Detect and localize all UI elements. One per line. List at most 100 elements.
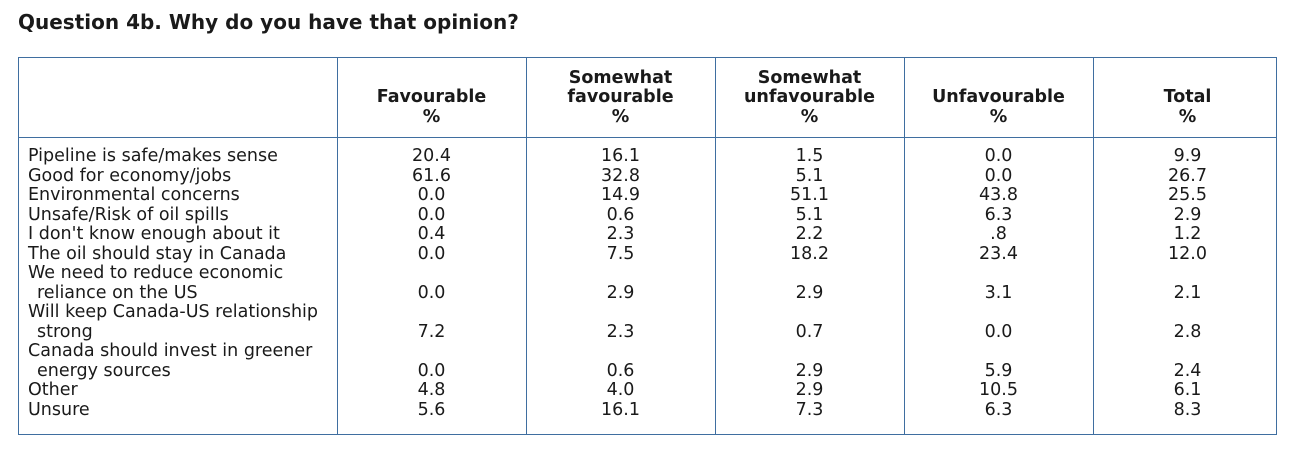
results-table: Favourable% Somewhat favourable% Somewhat un… — [18, 57, 1277, 435]
row-label: Pipeline is safe/makes sense — [19, 146, 337, 167]
row-label-line: reliance on the US — [37, 282, 198, 303]
table-row: We need to reduce economic reliance on th… — [19, 263, 1276, 303]
table-cell: 12.0 — [1168, 243, 1207, 264]
table-cell: 2.1 — [1173, 282, 1202, 303]
column-divider — [904, 58, 905, 434]
row-label-line: Pipeline is safe/makes sense — [28, 146, 278, 166]
row-label-line: Other — [28, 380, 78, 400]
table-cell: .8 — [990, 224, 1007, 244]
table-cell: 4.8 — [417, 380, 446, 400]
table-cell: 2.3 — [606, 224, 635, 244]
column-header-line1: Somewhat — [568, 67, 673, 88]
column-header-line2: Unfavourable — [932, 87, 1065, 107]
table-cell: 20.4 — [412, 146, 451, 166]
row-label: Other — [19, 380, 337, 401]
table-cell: 51.1 — [790, 185, 829, 205]
row-label: Unsure — [19, 399, 337, 421]
table-cell: 5.1 — [795, 165, 824, 186]
row-label-line: The oil should stay in Canada — [28, 243, 287, 264]
column-divider — [337, 58, 338, 434]
table-cell: 0.0 — [984, 321, 1013, 342]
table-cell: 2.9 — [1173, 204, 1202, 225]
column-header-line2: unfavourable — [743, 87, 876, 107]
column-divider — [715, 58, 716, 434]
row-label: Canada should invest in greener energy so… — [19, 341, 337, 381]
table-cell: 7.5 — [606, 243, 635, 264]
table-cell: 6.3 — [984, 399, 1013, 420]
column-header-unit: % — [611, 106, 630, 127]
column-header-unit: % — [422, 106, 441, 127]
table-cell: 32.8 — [601, 165, 640, 186]
table-cell: 5.1 — [795, 204, 824, 225]
row-label-line: Environmental concerns — [28, 185, 240, 205]
row-label: Will keep Canada-US relationship strong — [19, 302, 337, 342]
table-cell: 23.4 — [979, 243, 1018, 264]
table-cell: 0.0 — [984, 146, 1013, 166]
row-label: The oil should stay in Canada — [19, 243, 337, 265]
table-cell: 2.4 — [1173, 360, 1202, 381]
table-cell: 0.0 — [417, 204, 446, 225]
column-header: Unfavourable% — [904, 68, 1093, 127]
column-header: Somewhat favourable% — [526, 68, 715, 127]
table-cell: 2.9 — [795, 380, 824, 400]
column-divider — [1093, 58, 1094, 434]
table-row: The oil should stay in Canada 0.0 7.5 18.2 2… — [19, 243, 1276, 265]
column-divider — [526, 58, 527, 434]
row-label: I don't know enough about it — [19, 224, 337, 245]
table-cell: 1.5 — [795, 146, 824, 166]
table-cell: 0.4 — [417, 224, 446, 244]
table-cell: 2.3 — [606, 321, 635, 342]
row-label-line: Unsure — [28, 399, 90, 420]
column-header-line2: Total — [1163, 87, 1212, 107]
row-label: We need to reduce economic reliance on th… — [19, 263, 337, 303]
row-label-line: We need to reduce economic — [28, 263, 284, 283]
table-cell: 3.1 — [984, 282, 1013, 303]
table-body: Pipeline is safe/makes sense 20.4 16.1 1.5 0… — [19, 146, 1276, 421]
table-cell: 7.2 — [417, 321, 446, 342]
column-header-line2: Favourable — [376, 87, 487, 107]
table-cell: 61.6 — [412, 165, 451, 186]
column-header-line2: favourable — [567, 87, 674, 107]
column-header-unit: % — [800, 106, 819, 127]
row-label-line: Good for economy/jobs — [28, 165, 232, 186]
header-divider — [19, 137, 1276, 138]
table-cell: 5.6 — [417, 399, 446, 420]
row-label-line: strong — [37, 321, 93, 342]
table-cell: 9.9 — [1173, 146, 1202, 166]
table-row: Unsure 5.6 16.1 7.3 6.3 8.3 — [19, 399, 1276, 421]
table-cell: 0.0 — [984, 165, 1013, 186]
table-cell: 16.1 — [601, 146, 640, 166]
column-header: Favourable% — [337, 68, 526, 127]
table-row: Unsafe/Risk of oil spills 0.0 0.6 5.1 6.3 2.9 — [19, 204, 1276, 226]
table-cell: 26.7 — [1168, 165, 1207, 186]
table-cell: 2.8 — [1173, 321, 1202, 342]
table-cell: 0.0 — [417, 185, 446, 205]
column-header: Total% — [1093, 68, 1282, 127]
table-cell: 2.9 — [795, 360, 824, 381]
table-cell: 4.0 — [606, 380, 635, 400]
table-cell: 0.7 — [795, 321, 824, 342]
table-row: I don't know enough about it 0.4 2.3 2.2 .8 1… — [19, 224, 1276, 245]
table-row: Good for economy/jobs 61.6 32.8 5.1 0.0 26.7 — [19, 165, 1276, 187]
row-label-line: Will keep Canada-US relationship — [28, 302, 319, 322]
table-cell: 0.0 — [417, 360, 446, 381]
table-row: Other 4.8 4.0 2.9 10.5 6.1 — [19, 380, 1276, 401]
table-row: Pipeline is safe/makes sense 20.4 16.1 1.5 0… — [19, 146, 1276, 167]
row-label: Good for economy/jobs — [19, 165, 337, 187]
table-cell: 43.8 — [979, 185, 1018, 205]
row-label-line: Canada should invest in greener — [28, 341, 313, 361]
row-label: Environmental concerns — [19, 185, 337, 206]
table-cell: 6.3 — [984, 204, 1013, 225]
table-cell: 10.5 — [979, 380, 1018, 400]
table-cell: 0.0 — [417, 282, 446, 303]
column-header-unit: % — [1178, 106, 1197, 127]
row-label-line: Unsafe/Risk of oil spills — [28, 204, 229, 225]
table-cell: 18.2 — [790, 243, 829, 264]
table-cell: 8.3 — [1173, 399, 1202, 420]
row-label: Unsafe/Risk of oil spills — [19, 204, 337, 226]
page-title: Question 4b. Why do you have that opinio… — [18, 10, 519, 34]
table-cell: 0.6 — [606, 360, 635, 381]
table-cell: 0.6 — [606, 204, 635, 225]
column-header-line1: Somewhat — [757, 67, 862, 88]
table-cell: 5.9 — [984, 360, 1013, 381]
